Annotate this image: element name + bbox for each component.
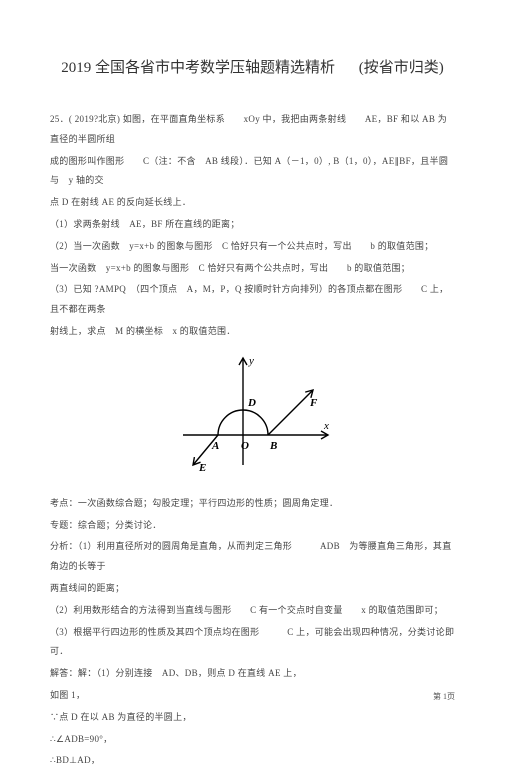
- line-11: 分析：（1）利用直径所对的圆周角是直角，从而判定三角形 ADB 为等腰直角三角形…: [50, 537, 455, 577]
- line-9: 考点：一次函数综合题；勾股定理；平行四边形的性质；圆周角定理．: [50, 494, 455, 514]
- line-2: 成的图形叫作图形 C（注：不含 AB 线段）．已知 A（－1，0）, B（1，0…: [50, 152, 455, 192]
- svg-text:x: x: [323, 420, 329, 432]
- svg-text:B: B: [269, 440, 277, 452]
- line-8: 射线上，求点 M 的横坐标 x 的取值范围．: [50, 322, 455, 342]
- svg-text:F: F: [309, 397, 318, 409]
- svg-text:O: O: [241, 440, 249, 452]
- line-15: 解答：解：（1）分别连接 AD、DB，则点 D 在直线 AE 上，: [50, 664, 455, 684]
- line-7: （3）已知 ?AMPQ （四个顶点 A，M，P，Q 按顺时针方向排列）的各顶点都…: [50, 280, 455, 320]
- line-13: （2）利用数形结合的方法得到当直线与图形 C 有一个交点时自变量 x 的取值范围…: [50, 601, 455, 621]
- svg-text:A: A: [211, 440, 219, 452]
- svg-text:E: E: [198, 462, 206, 474]
- svg-text:y: y: [248, 355, 254, 367]
- line-16: 如图 1，: [50, 686, 455, 706]
- line-5: （2）当一次函数 y=x+b 的图象与图形 C 恰好只有一个公共点时，写出 b …: [50, 237, 455, 257]
- line-18: ∴∠ADB=90°，: [50, 730, 455, 750]
- line-10: 专题：综合题；分类讨论．: [50, 516, 455, 536]
- line-14: （3）根据平行四边形的性质及其四个顶点均在图形 C 上，可能会出现四种情况，分类…: [50, 623, 455, 663]
- line-17: ∵点 D 在以 AB 为直径的半圆上，: [50, 708, 455, 728]
- title-sub: (按省市归类): [359, 60, 444, 76]
- line-6: 当一次函数 y=x+b 的图象与图形 C 恰好只有两个公共点时，写出 b 的取值…: [50, 259, 455, 279]
- line-1: 25．( 2019?北京) 如图，在平面直角坐标系 xOy 中，我把由两条射线 …: [50, 110, 455, 150]
- line-4: （1）求两条射线 AE，BF 所在直线的距离；: [50, 215, 455, 235]
- geometry-diagram: y x D F A O B E: [168, 350, 338, 482]
- line-3: 点 D 在射线 AE 的反向延长线上．: [50, 193, 455, 213]
- svg-text:D: D: [247, 397, 256, 409]
- title-main: 2019 全国各省市中考数学压轴题精选精析: [61, 60, 335, 76]
- line-19: ∴BD⊥AD，: [50, 751, 455, 771]
- page-number: 第 1页: [433, 690, 455, 704]
- line-12: 两直线间的距离；: [50, 579, 455, 599]
